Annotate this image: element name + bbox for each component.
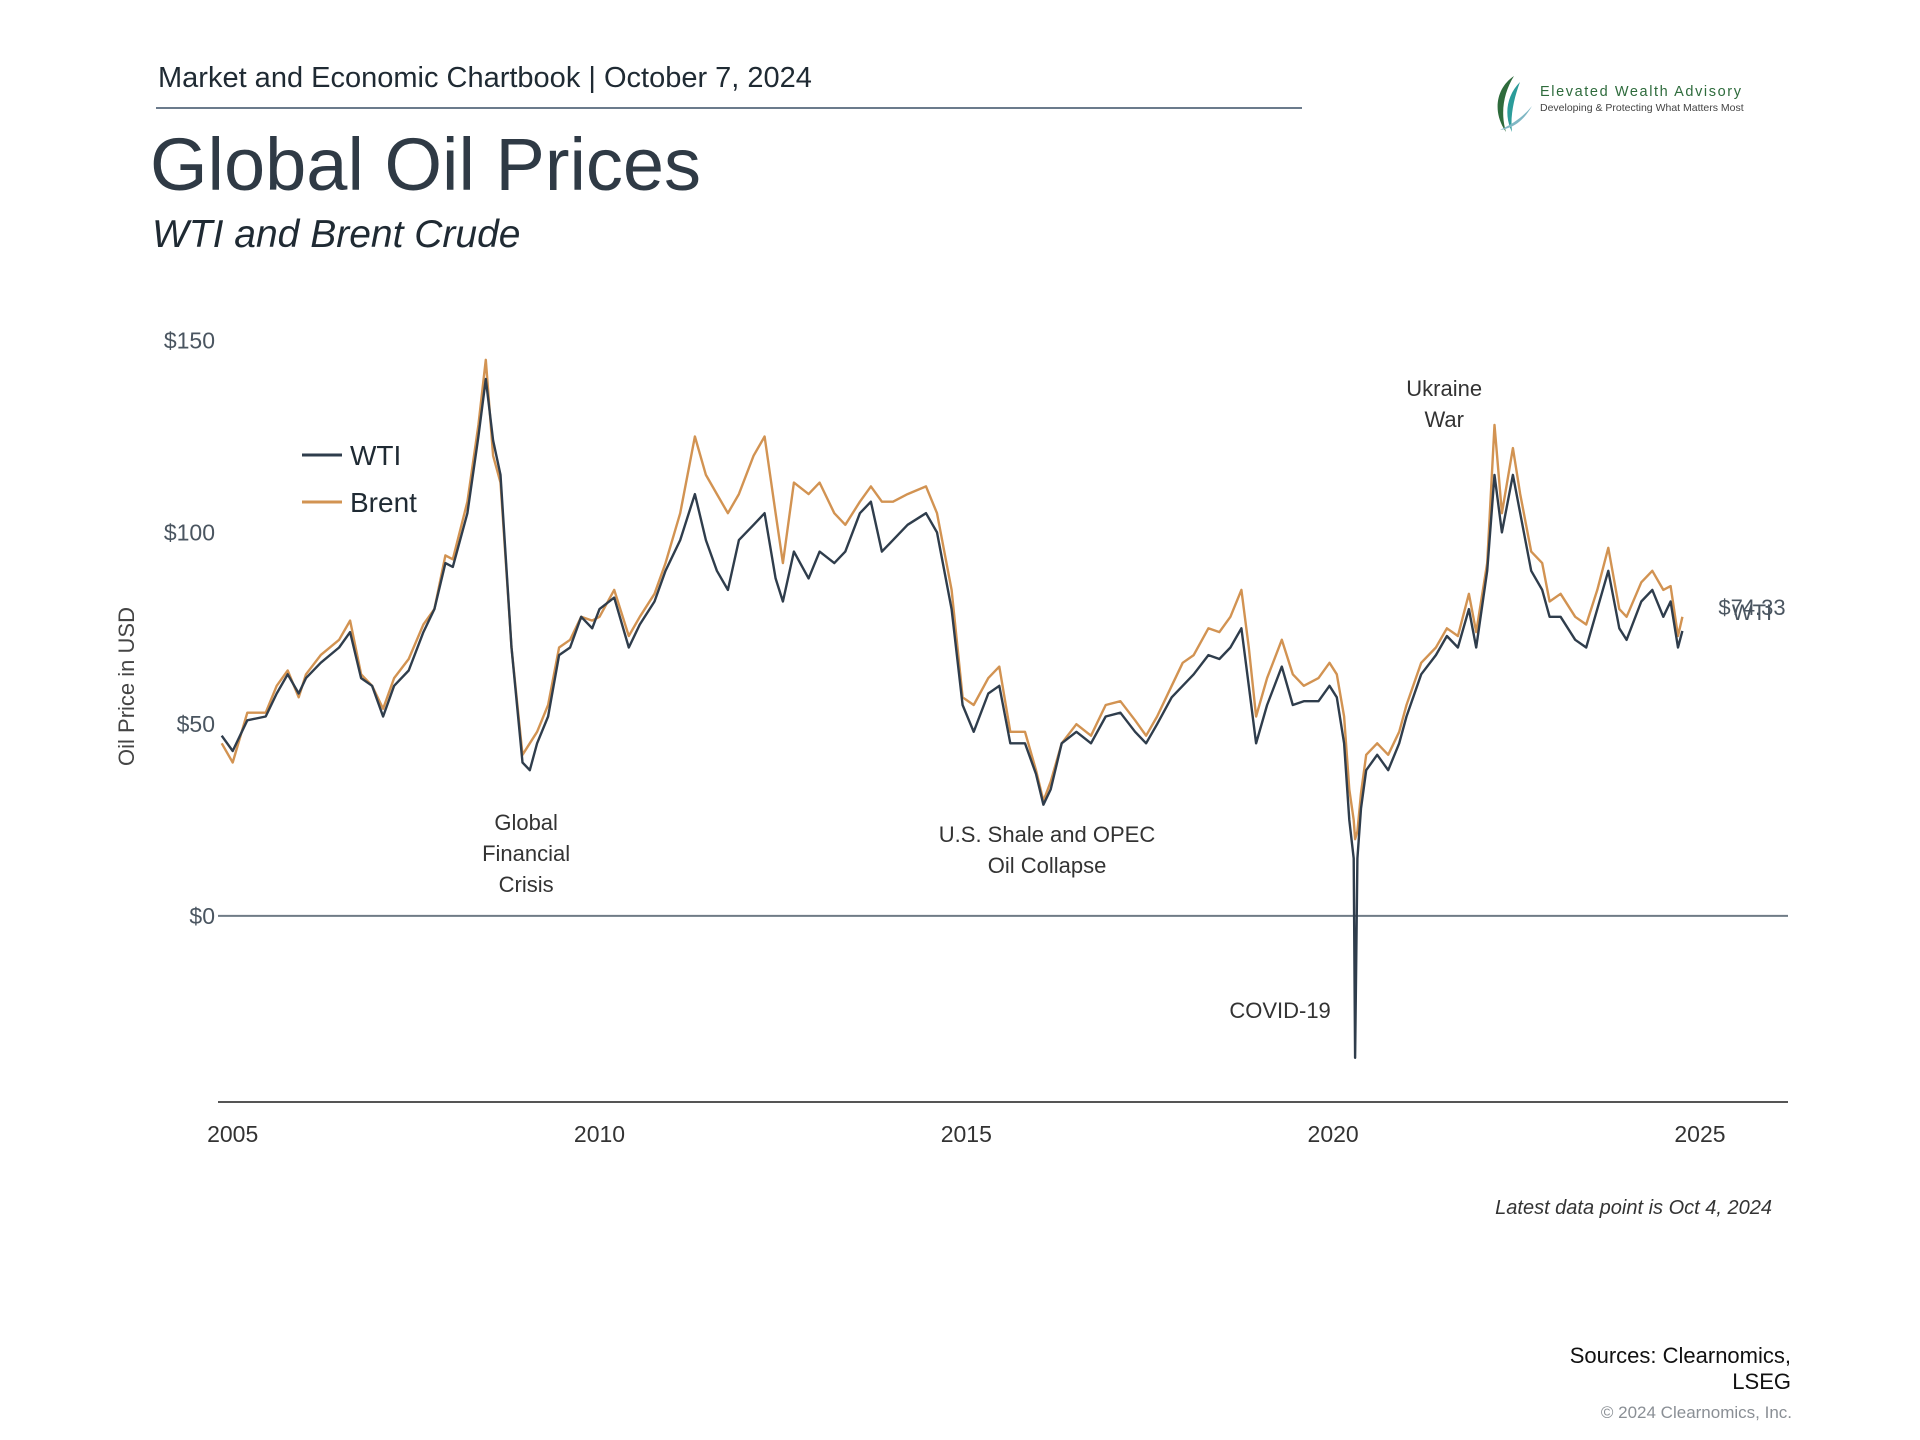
legend-label-wti: WTI bbox=[350, 440, 401, 471]
sources-line-2: LSEG bbox=[1732, 1369, 1791, 1394]
y-axis-label: Oil Price in USD bbox=[114, 607, 139, 766]
copyright: © 2024 Clearnomics, Inc. bbox=[1600, 1403, 1792, 1422]
x-tick-label: 2015 bbox=[941, 1121, 992, 1147]
x-tick-label: 2010 bbox=[574, 1121, 625, 1147]
company-logo: Elevated Wealth Advisory Developing & Pr… bbox=[1488, 72, 1788, 136]
annotation-label: Crisis bbox=[499, 872, 554, 897]
page-subtitle: WTI and Brent Crude bbox=[152, 213, 521, 256]
legend-label-brent: Brent bbox=[350, 487, 417, 518]
end-label-value: $74.33 bbox=[1718, 595, 1785, 620]
logo-tagline: Developing & Protecting What Matters Mos… bbox=[1540, 102, 1744, 114]
y-tick-label: $150 bbox=[164, 328, 215, 354]
y-tick-label: $0 bbox=[189, 903, 215, 929]
y-tick-label: $50 bbox=[177, 711, 215, 737]
x-tick-label: 2005 bbox=[207, 1121, 258, 1147]
series-line-wti bbox=[220, 377, 1684, 1059]
annotation-label: Ukraine bbox=[1406, 376, 1482, 401]
sources-line-1: Sources: Clearnomics, bbox=[1569, 1343, 1791, 1368]
annotation-label: COVID-19 bbox=[1229, 998, 1330, 1023]
annotation-label: Financial bbox=[482, 841, 570, 866]
annotation-label: Global bbox=[494, 810, 558, 835]
x-tick-label: 2020 bbox=[1308, 1121, 1359, 1147]
latest-data-note: Latest data point is Oct 4, 2024 bbox=[1495, 1197, 1772, 1219]
page-title: Global Oil Prices bbox=[150, 123, 702, 206]
x-tick-label: 2025 bbox=[1674, 1121, 1725, 1147]
logo-mark-icon bbox=[1497, 76, 1532, 132]
annotation-label: Oil Collapse bbox=[988, 853, 1107, 878]
sources-note: Sources: Clearnomics, LSEG bbox=[1531, 1343, 1791, 1395]
chartbook-header: Market and Economic Chartbook | October … bbox=[158, 62, 812, 94]
header-divider bbox=[156, 107, 1302, 109]
end-label-series: WTI bbox=[1732, 600, 1772, 625]
annotation-label: U.S. Shale and OPEC bbox=[939, 822, 1156, 847]
annotation-label: War bbox=[1424, 407, 1464, 432]
series-line-brent bbox=[220, 358, 1684, 841]
y-tick-label: $100 bbox=[164, 519, 215, 545]
logo-name: Elevated Wealth Advisory bbox=[1540, 84, 1743, 100]
